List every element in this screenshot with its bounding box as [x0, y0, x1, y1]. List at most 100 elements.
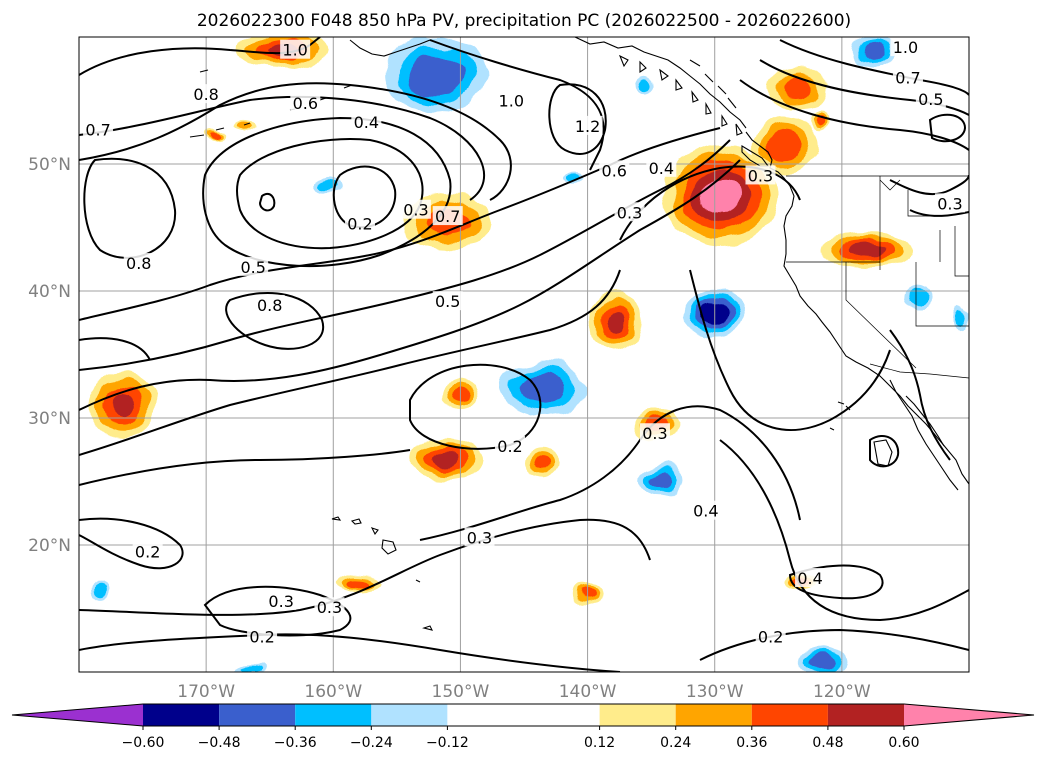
- contour-label: 0.7: [892, 67, 923, 88]
- pv-contour-0-3-east: [689, 269, 891, 431]
- colorbar-segment: [371, 704, 448, 726]
- contour-label-text: 0.3: [937, 194, 962, 213]
- contour-label-bg: [290, 93, 321, 113]
- contour-label-text: 1.0: [499, 92, 524, 111]
- contour-label-text: 0.8: [257, 296, 282, 315]
- contour-label: 0.3: [400, 199, 431, 220]
- pv-contour-0-3-south: [79, 518, 651, 616]
- pv-contour-0-3-lower: [79, 269, 621, 456]
- precip-anomaly-region: [650, 472, 672, 489]
- contour-label: 0.2: [344, 213, 375, 234]
- precip-anomaly-region: [408, 54, 462, 96]
- precip-anomaly-region: [432, 451, 459, 466]
- precip-anomaly-region: [347, 578, 370, 588]
- contour-label: 0.2: [755, 626, 786, 646]
- x-tick-label: 150°W: [432, 682, 490, 702]
- colorbar-tick-label: −0.24: [350, 735, 393, 751]
- chart-title: 2026022300 F048 850 hPa PV, precipitatio…: [197, 11, 851, 31]
- contour-label-text: 0.2: [347, 215, 372, 234]
- contour-label-text: 0.3: [317, 598, 342, 617]
- alaska-coast: [574, 37, 747, 129]
- contour-label: 0.3: [745, 165, 776, 185]
- colorbar-segment: [675, 704, 752, 726]
- contour-label-text: 0.5: [918, 90, 943, 109]
- pv-contour-ne-low: [909, 209, 969, 217]
- contour-label-text: 0.2: [135, 542, 160, 561]
- contour-label-text: 0.7: [435, 207, 460, 226]
- contour-label-bg: [123, 253, 154, 273]
- precip-anomaly-region: [318, 178, 336, 191]
- y-tick-label: 30°N: [28, 409, 71, 429]
- pv-contour-east-ring: [869, 435, 900, 468]
- contour-label-bg: [572, 115, 603, 135]
- bering-coast: [349, 39, 431, 57]
- colorbar-tick-label: −0.12: [426, 735, 469, 751]
- contour-label-bg: [280, 39, 311, 59]
- pv-contour-0-4-se: [788, 564, 884, 600]
- contour-label-text: 1.0: [893, 38, 918, 57]
- contour-label-text: 0.8: [193, 85, 218, 104]
- colorbar-tick-label: 0.48: [812, 735, 843, 751]
- pv-contour-0-3-west: [79, 449, 411, 486]
- contour-label-bg: [934, 193, 965, 213]
- contour-label: 0.2: [247, 626, 278, 646]
- contour-label: 0.4: [690, 500, 721, 521]
- pv-contour-0-5-lower: [79, 139, 731, 371]
- contour-label: 0.5: [915, 89, 946, 109]
- contour-label-bg: [432, 291, 463, 311]
- contour-label-text: 0.3: [642, 424, 667, 443]
- contour-label: 0.6: [290, 93, 321, 113]
- contour-label-text: 0.4: [797, 569, 822, 588]
- north-america-coast: [745, 131, 969, 485]
- contour-label-bg: [639, 423, 670, 443]
- us-state-borders: [786, 176, 969, 369]
- contour-label-bg: [496, 90, 527, 110]
- precip-anomaly-region: [809, 653, 836, 670]
- x-tick-label: 160°W: [304, 682, 362, 702]
- contour-label-text: 0.3: [467, 528, 492, 547]
- precip-anomaly-region: [782, 77, 813, 98]
- political-borders: [786, 175, 969, 379]
- contour-label-bg: [344, 213, 375, 233]
- contour-label-text: 0.6: [293, 94, 318, 113]
- contour-label: 0.7: [83, 119, 114, 140]
- gridlines: [79, 37, 969, 672]
- contour-label: 0.3: [934, 193, 965, 213]
- us-mexico-border: [869, 363, 969, 379]
- contour-label-bg: [745, 165, 776, 185]
- pv-contour-ne-ring: [928, 113, 967, 143]
- colorbar-segment: [447, 704, 600, 726]
- contour-label: 0.5: [432, 291, 463, 311]
- contour-labels: 1.0 1.0 1.0 0.8 0.8 0.8 0.7 0.7 0.7 0.6 0.6 0.5 0.5 0…: [83, 37, 965, 646]
- pv-contour-west-0-7: [79, 337, 151, 361]
- map-frame: [78, 36, 970, 673]
- pv-contour-0-8-outer: [79, 82, 512, 201]
- contour-label: 0.8: [254, 294, 285, 315]
- contour-label: 1.0: [280, 39, 311, 60]
- contour-label-bg: [314, 597, 345, 617]
- colorbar-extend-high: [904, 704, 1034, 726]
- colorbar-segment: [827, 704, 904, 726]
- pv-contour-0-2-east: [699, 628, 969, 661]
- colorbar: −0.60 −0.48 −0.36 −0.24 −0.12 0.12 0.24 0.36 0.4…: [11, 703, 1035, 751]
- pv-contour-0-7: [79, 95, 486, 201]
- pv-contour-1-2: [548, 83, 607, 155]
- map-background: [79, 37, 969, 672]
- contour-label-bg: [464, 527, 495, 547]
- map-area: 1.0 1.0 1.0 0.8 0.8 0.8 0.7 0.7 0.7 0.6 0.6 0.5 0.5 0…: [79, 37, 969, 672]
- contour-label-text: 0.3: [268, 592, 293, 611]
- colorbar-tick-label: −0.36: [274, 735, 317, 751]
- precip-anomaly-region: [767, 130, 803, 160]
- contour-label: 0.4: [646, 157, 677, 178]
- contour-label-text: 0.7: [895, 69, 920, 88]
- contour-label-bg: [690, 500, 721, 520]
- contour-label-bg: [432, 206, 463, 226]
- precip-anomaly-region: [702, 179, 741, 213]
- contour-label-bg: [247, 626, 278, 646]
- contour-label-bg: [132, 541, 163, 561]
- precip-anomaly-region: [606, 308, 625, 332]
- pv-contour-ne-0-7: [759, 59, 969, 116]
- contour-label: 0.3: [464, 527, 495, 547]
- precip-anomaly-region: [91, 585, 105, 599]
